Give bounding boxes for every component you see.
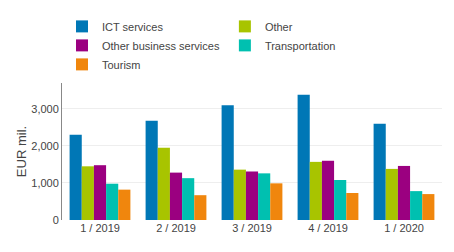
svg-text:3,000: 3,000 bbox=[31, 103, 59, 115]
svg-text:1 / 2019: 1 / 2019 bbox=[80, 222, 120, 234]
svg-text:4 / 2019: 4 / 2019 bbox=[308, 222, 348, 234]
svg-text:Transportation: Transportation bbox=[265, 40, 336, 52]
svg-text:Other business services: Other business services bbox=[102, 40, 220, 52]
svg-text:EUR mil.: EUR mil. bbox=[14, 126, 29, 177]
svg-text:1 / 2020: 1 / 2020 bbox=[384, 222, 424, 234]
svg-text:2,000: 2,000 bbox=[31, 140, 59, 152]
svg-text:Other: Other bbox=[265, 21, 293, 33]
svg-text:1,000: 1,000 bbox=[31, 177, 59, 189]
svg-text:3 / 2019: 3 / 2019 bbox=[232, 222, 272, 234]
svg-text:ICT services: ICT services bbox=[102, 21, 163, 33]
svg-text:2 / 2019: 2 / 2019 bbox=[156, 222, 196, 234]
svg-text:0: 0 bbox=[53, 214, 59, 226]
svg-text:Tourism: Tourism bbox=[102, 59, 141, 71]
